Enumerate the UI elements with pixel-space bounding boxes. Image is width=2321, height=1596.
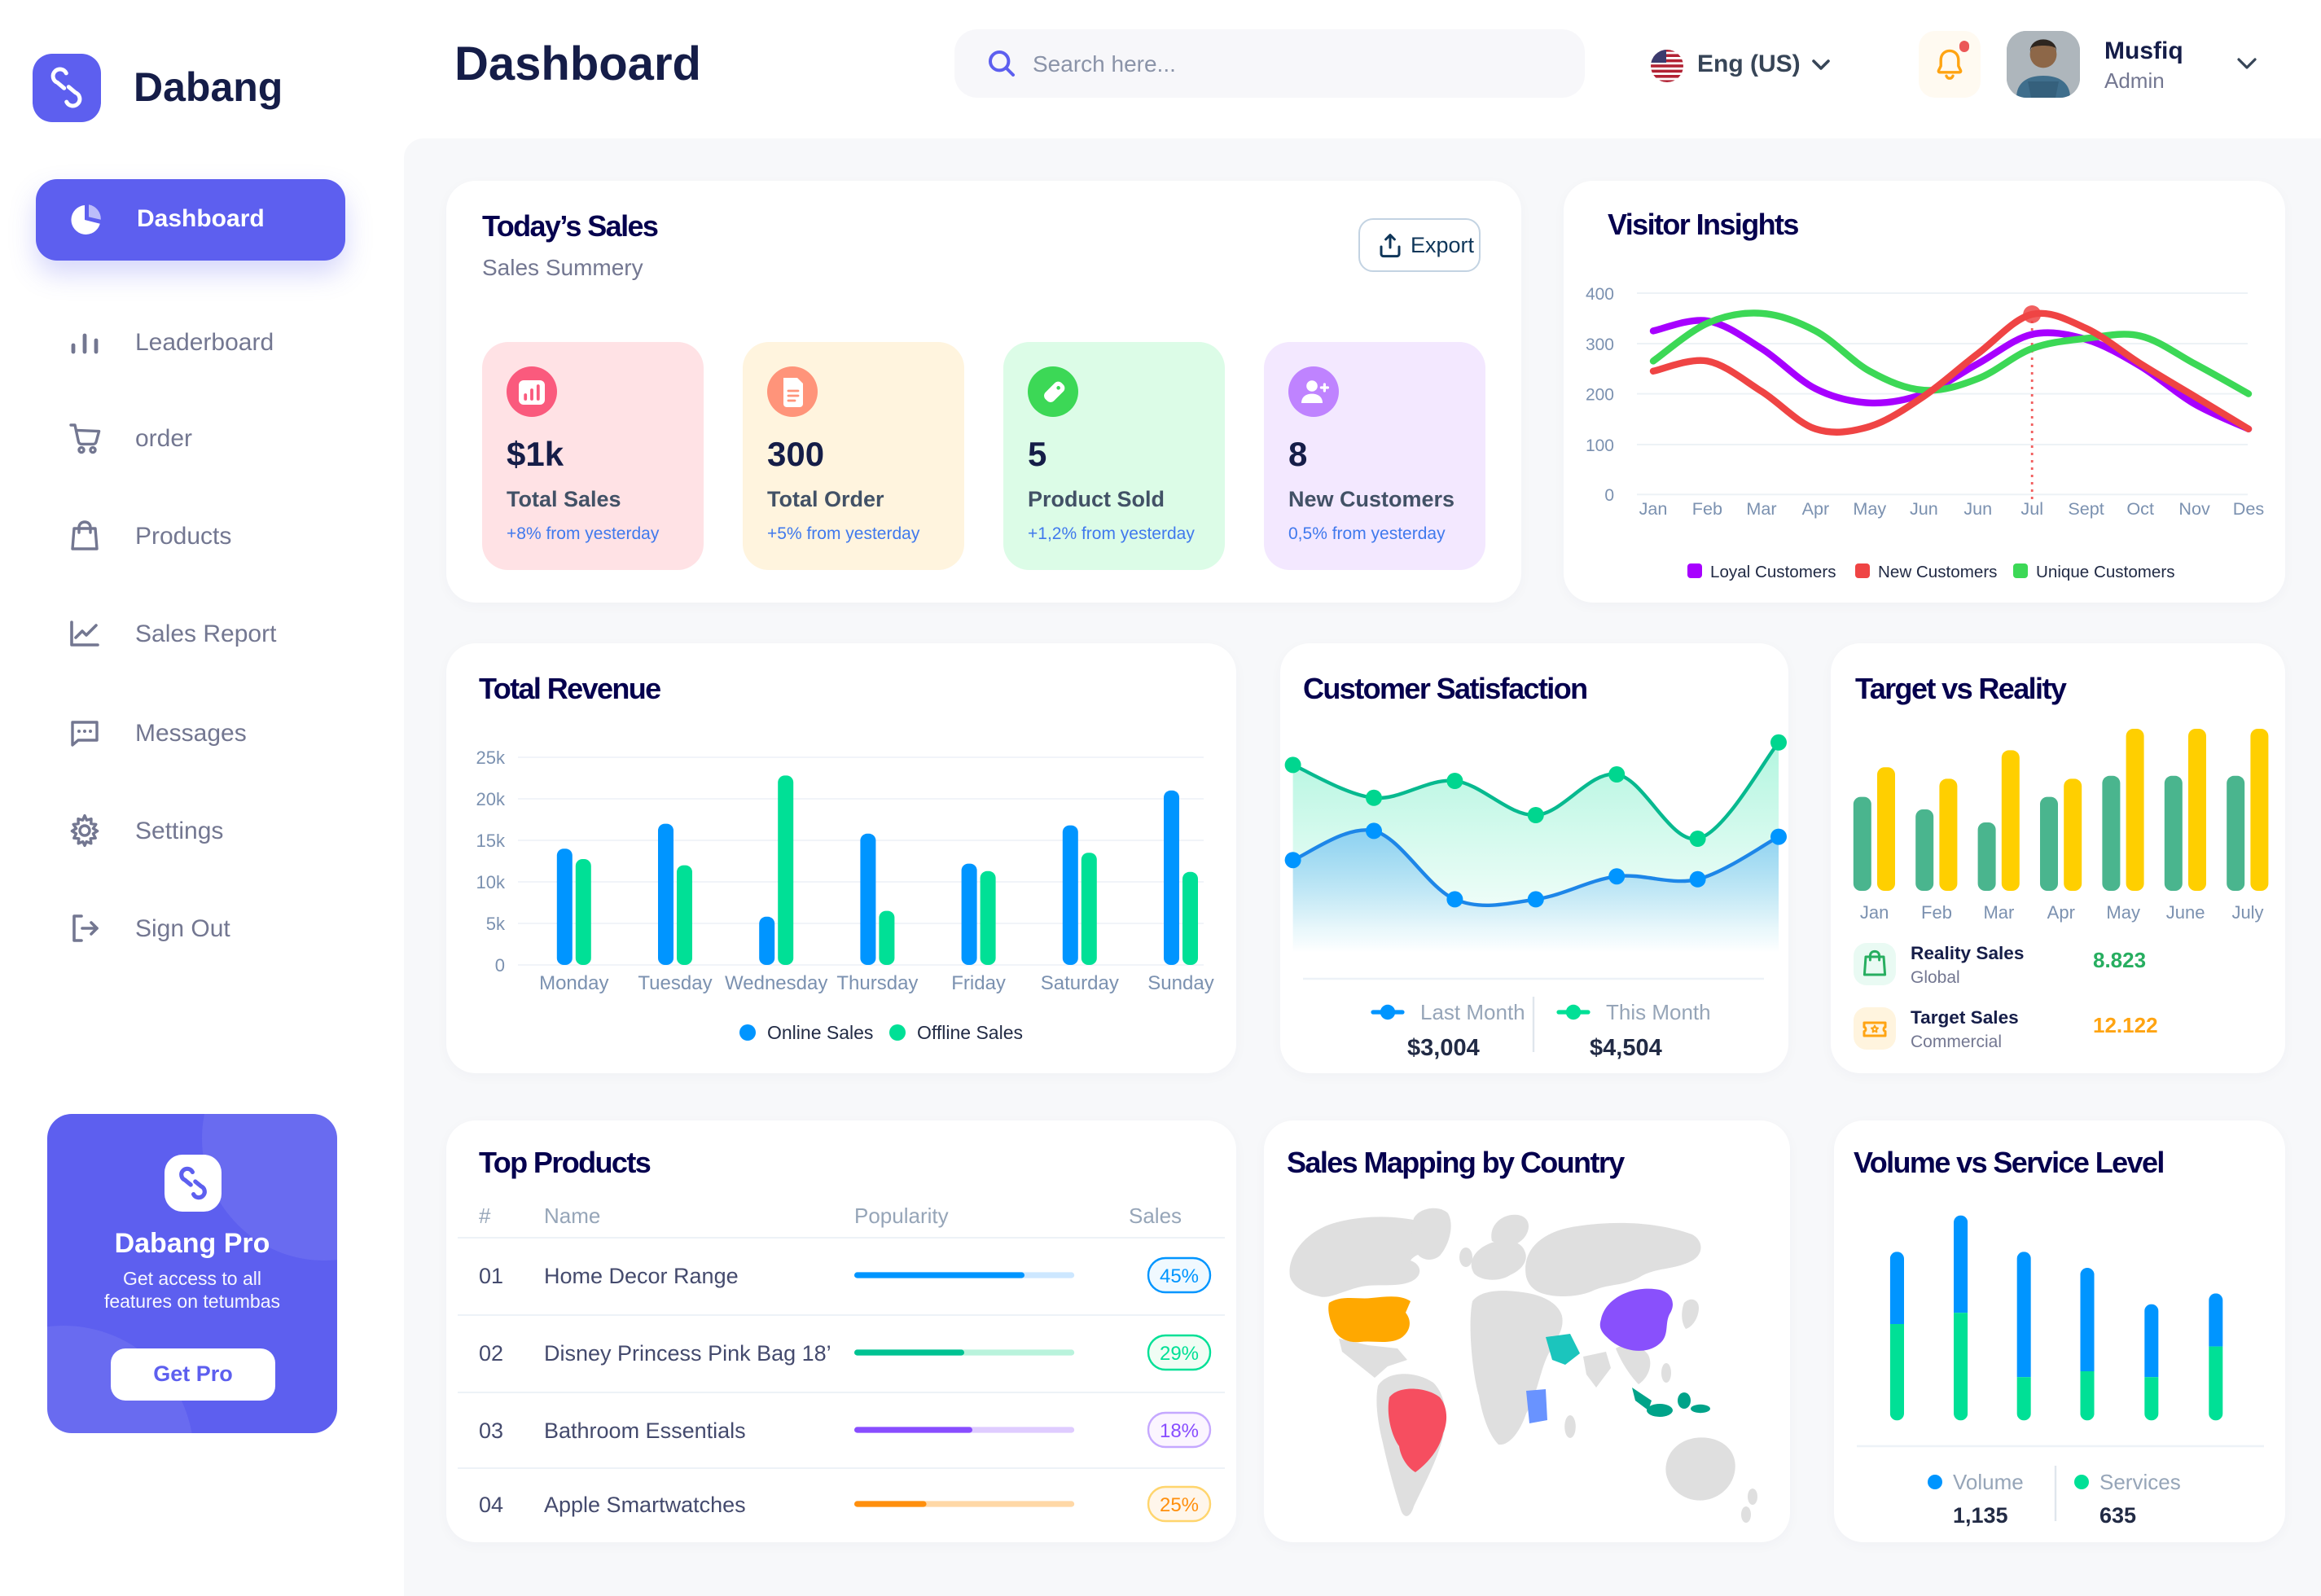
- svg-text:Apr: Apr: [2047, 902, 2075, 923]
- svg-text:03: 03: [479, 1418, 503, 1443]
- svg-text:Bathroom Essentials: Bathroom Essentials: [544, 1418, 746, 1443]
- svg-text:04: 04: [479, 1493, 503, 1517]
- svg-text:20k: 20k: [476, 789, 506, 809]
- svg-text:0: 0: [495, 955, 505, 976]
- svg-text:#: #: [479, 1204, 491, 1228]
- svg-text:29%: 29%: [1160, 1343, 1199, 1365]
- svg-text:15k: 15k: [476, 831, 506, 851]
- svg-text:Monday: Monday: [539, 972, 608, 994]
- svg-text:Jun: Jun: [1910, 498, 1938, 519]
- svg-text:New Customers: New Customers: [1878, 563, 1997, 581]
- svg-text:25k: 25k: [476, 748, 506, 768]
- svg-text:Jul: Jul: [2020, 498, 2043, 519]
- svg-text:Reality Sales: Reality Sales: [1911, 943, 2024, 963]
- svg-text:$3,004: $3,004: [1407, 1035, 1480, 1061]
- svg-text:Feb: Feb: [1692, 498, 1722, 519]
- svg-text:01: 01: [479, 1264, 503, 1288]
- svg-text:10k: 10k: [476, 872, 506, 892]
- svg-text:Popularity: Popularity: [854, 1204, 949, 1228]
- svg-text:Online Sales: Online Sales: [767, 1022, 873, 1043]
- svg-text:Target Sales: Target Sales: [1911, 1007, 2019, 1028]
- svg-text:Commercial: Commercial: [1911, 1033, 2002, 1051]
- svg-text:May: May: [1853, 498, 1886, 519]
- svg-text:Thursday: Thursday: [836, 972, 918, 994]
- svg-text:Mar: Mar: [1983, 902, 2014, 923]
- svg-text:8.823: 8.823: [2093, 948, 2146, 972]
- svg-text:Name: Name: [544, 1204, 600, 1228]
- svg-text:Jan: Jan: [1860, 902, 1889, 923]
- svg-text:Wednesday: Wednesday: [725, 972, 827, 994]
- svg-text:Global: Global: [1911, 968, 1960, 987]
- svg-text:Saturday: Saturday: [1041, 972, 1119, 994]
- svg-text:Loyal Customers: Loyal Customers: [1710, 563, 1836, 581]
- svg-text:Services: Services: [2099, 1470, 2181, 1494]
- svg-text:Sales: Sales: [1129, 1204, 1182, 1228]
- svg-text:June: June: [2166, 902, 2205, 923]
- svg-text:Oct: Oct: [2126, 498, 2154, 519]
- svg-text:Apr: Apr: [1802, 498, 1830, 519]
- svg-text:18%: 18%: [1160, 1420, 1199, 1442]
- svg-text:1,135: 1,135: [1953, 1503, 2008, 1528]
- svg-text:Jun: Jun: [1963, 498, 1992, 519]
- svg-text:July: July: [2231, 902, 2263, 923]
- svg-text:Last Month: Last Month: [1420, 1000, 1525, 1024]
- svg-text:45%: 45%: [1160, 1265, 1199, 1287]
- svg-text:Offline Sales: Offline Sales: [917, 1022, 1023, 1043]
- svg-text:May: May: [2106, 902, 2140, 923]
- svg-text:12.122: 12.122: [2093, 1013, 2158, 1037]
- svg-text:Tuesday: Tuesday: [638, 972, 712, 994]
- svg-text:Sept: Sept: [2068, 498, 2104, 519]
- svg-text:This Month: This Month: [1606, 1000, 1711, 1024]
- svg-text:Nov: Nov: [2178, 498, 2210, 519]
- svg-text:Home Decor Range: Home Decor Range: [544, 1264, 739, 1288]
- svg-text:635: 635: [2099, 1503, 2136, 1528]
- svg-text:Jan: Jan: [1639, 498, 1668, 519]
- svg-text:200: 200: [1586, 386, 1614, 405]
- svg-text:$4,504: $4,504: [1590, 1035, 1662, 1061]
- svg-text:Feb: Feb: [1921, 902, 1952, 923]
- svg-text:25%: 25%: [1160, 1494, 1199, 1516]
- svg-text:Sunday: Sunday: [1147, 972, 1213, 994]
- svg-text:300: 300: [1586, 335, 1614, 354]
- svg-text:Des: Des: [2233, 498, 2265, 519]
- svg-text:Unique Customers: Unique Customers: [2036, 563, 2175, 581]
- svg-text:100: 100: [1586, 436, 1614, 455]
- svg-text:5k: 5k: [486, 914, 506, 934]
- svg-text:Volume: Volume: [1953, 1470, 2024, 1494]
- svg-text:0: 0: [1604, 486, 1614, 505]
- svg-text:Disney Princess Pink Bag 18’: Disney Princess Pink Bag 18’: [544, 1341, 831, 1366]
- svg-text:400: 400: [1586, 285, 1614, 304]
- svg-text:Apple Smartwatches: Apple Smartwatches: [544, 1493, 746, 1517]
- svg-text:Friday: Friday: [951, 972, 1006, 994]
- svg-text:02: 02: [479, 1341, 503, 1366]
- svg-text:Mar: Mar: [1746, 498, 1776, 519]
